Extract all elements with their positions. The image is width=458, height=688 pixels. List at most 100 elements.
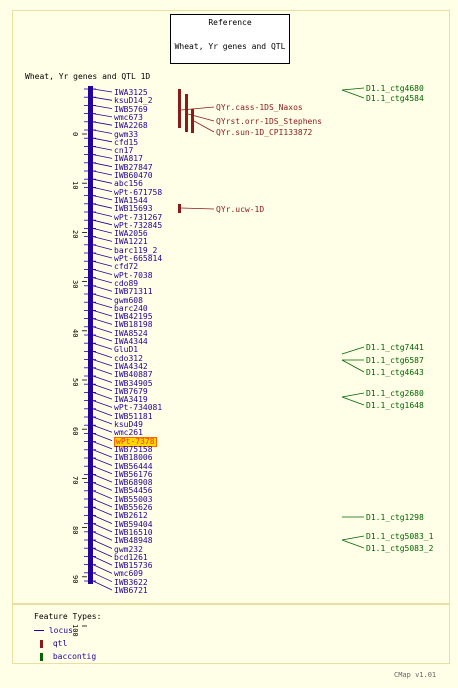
marker-connector <box>93 409 112 416</box>
qtl-connector <box>181 208 214 209</box>
scale-tick-label: 80 <box>71 526 79 534</box>
contig-label[interactable]: D1.1_ctg7441 <box>366 343 424 352</box>
legend-title: Feature Types: <box>34 612 101 621</box>
qtl-bar <box>191 109 194 133</box>
marker-connector <box>93 171 112 175</box>
marker-connector <box>93 483 112 491</box>
contig-label[interactable]: D1.1_ctg6587 <box>366 356 424 365</box>
qtl-label[interactable]: QYrst.orr-1DS_Stephens <box>216 117 322 126</box>
scale-tick-label: 50 <box>71 378 79 386</box>
qtl-bar <box>178 89 181 128</box>
contig-label[interactable]: D1.1_ctg4643 <box>366 368 424 377</box>
scale-tick-label: 10 <box>71 181 79 189</box>
legend-label: locus <box>49 626 73 635</box>
marker-connector <box>93 417 112 424</box>
marker-connector <box>93 507 112 515</box>
marker-label[interactable]: IWB6721 <box>114 586 148 595</box>
legend-item-qtl: qtl <box>40 639 67 648</box>
legend-label: baccontig <box>53 652 96 661</box>
contig-label[interactable]: D1.1_ctg2680 <box>366 389 424 398</box>
marker-connector <box>93 261 112 266</box>
scale-tick-label: 30 <box>71 280 79 288</box>
contig-connector <box>342 393 364 397</box>
marker-connector <box>93 302 112 308</box>
marker-connector <box>93 146 112 150</box>
cmap-version: CMap v1.01 <box>394 671 436 679</box>
contig-label[interactable]: D1.1_ctg5083_1 <box>366 532 433 541</box>
marker-connector <box>93 245 112 250</box>
contig-connector <box>342 397 364 405</box>
legend-item-locus: locus <box>34 626 73 635</box>
qtl-label[interactable]: QYr.ucw-1D <box>216 205 264 214</box>
marker-connector <box>93 269 112 274</box>
marker-connector <box>93 228 112 233</box>
marker-connector <box>93 343 112 349</box>
scale-tick-label: 60 <box>71 427 79 435</box>
marker-connector <box>93 319 112 325</box>
marker-connector <box>93 565 112 574</box>
locus-icon <box>34 630 44 631</box>
contig-label[interactable]: D1.1_ctg1648 <box>366 401 424 410</box>
marker-connector <box>93 474 112 482</box>
contig-connector <box>342 90 364 98</box>
baccontig-icon <box>40 653 43 661</box>
marker-connector <box>93 532 112 540</box>
marker-connector <box>93 310 112 316</box>
legend-label: qtl <box>53 639 67 648</box>
qtl-label[interactable]: QYr.sun-1D_CPI133872 <box>216 128 312 137</box>
contig-label[interactable]: D1.1_ctg1298 <box>366 513 424 522</box>
marker-connector <box>93 163 112 167</box>
marker-connector <box>93 220 112 225</box>
qtl-bar <box>178 204 181 213</box>
marker-connector <box>93 573 112 582</box>
marker-connector <box>93 540 112 549</box>
legend-item-baccontig: baccontig <box>40 652 96 661</box>
marker-connector <box>93 89 112 92</box>
marker-connector <box>93 384 112 391</box>
marker-connector <box>93 376 112 383</box>
marker-connector <box>93 114 112 117</box>
contig-connector <box>342 540 364 548</box>
contig-label[interactable]: D1.1_ctg5083_2 <box>366 544 433 553</box>
contig-label[interactable]: D1.1_ctg4680 <box>366 84 424 93</box>
scale-tick-label: 0 <box>71 132 79 136</box>
qtl-icon <box>40 640 43 648</box>
scale-tick-label: 20 <box>71 230 79 238</box>
marker-connector <box>93 212 112 217</box>
marker-connector <box>93 335 112 341</box>
marker-connector <box>93 466 112 474</box>
marker-connector <box>93 524 112 532</box>
marker-connector <box>93 351 112 357</box>
contig-connector <box>342 88 364 90</box>
contig-connector <box>342 347 364 354</box>
scale-tick-label: 40 <box>71 329 79 337</box>
marker-connector <box>93 548 112 557</box>
qtl-connector <box>194 121 214 132</box>
marker-connector <box>93 105 112 108</box>
scale-tick-label: 70 <box>71 476 79 484</box>
marker-connector <box>93 327 112 333</box>
contig-connector <box>342 360 364 372</box>
marker-connector <box>93 368 112 374</box>
marker-connector <box>93 425 112 432</box>
marker-connector <box>93 278 112 283</box>
marker-connector <box>93 138 112 142</box>
qtl-bar <box>185 94 188 132</box>
marker-connector <box>93 499 112 507</box>
marker-connector <box>93 155 112 159</box>
marker-connector <box>93 253 112 258</box>
qtl-label[interactable]: QYr.cass-1DS_Naxos <box>216 103 303 112</box>
marker-connector <box>93 515 112 523</box>
marker-connector <box>93 491 112 499</box>
marker-connector <box>93 294 112 300</box>
marker-connector <box>93 204 112 208</box>
marker-connector <box>93 450 112 457</box>
contig-label[interactable]: D1.1_ctg4584 <box>366 94 424 103</box>
scale-tick-label: 90 <box>71 575 79 583</box>
marker-connector <box>93 581 112 590</box>
marker-connector <box>93 401 112 408</box>
marker-connector <box>93 442 112 449</box>
contig-connector <box>342 536 364 540</box>
marker-connector <box>93 392 112 399</box>
